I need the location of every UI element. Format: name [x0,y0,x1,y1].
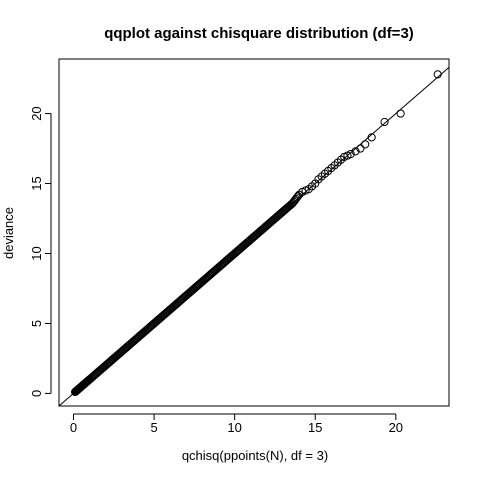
y-tick-label: 20 [29,106,44,120]
x-tick-label: 15 [308,420,322,435]
data-point [292,193,302,202]
data-point [356,144,365,153]
y-tick-label: 15 [29,176,44,190]
x-axis-label: qchisq(ppoints(N), df = 3) [182,448,328,463]
x-axis: 0 5 10 15 20 [70,413,403,435]
points-layer [71,70,442,397]
x-tick-label: 10 [227,420,241,435]
y-tick-label: 10 [29,246,44,260]
data-point [351,147,360,156]
data-point [293,192,303,201]
data-point [433,70,442,79]
y-axis-label: deviance [1,207,16,259]
x-tick-label: 5 [150,420,157,435]
data-point [361,140,370,149]
reference-line-layer [58,67,450,407]
x-tick-label: 0 [70,420,77,435]
y-tick-label: 5 [29,320,44,327]
y-axis: 0 5 10 15 20 [29,106,52,397]
reference-line [58,67,450,407]
chart-title: qqplot against chisquare distribution (d… [104,25,414,42]
data-point [346,150,355,159]
data-point [396,109,405,118]
plot-frame [58,58,450,407]
x-tick-label: 20 [389,420,403,435]
data-point [367,133,376,142]
data-point [380,117,389,127]
y-tick-label: 0 [29,390,44,397]
